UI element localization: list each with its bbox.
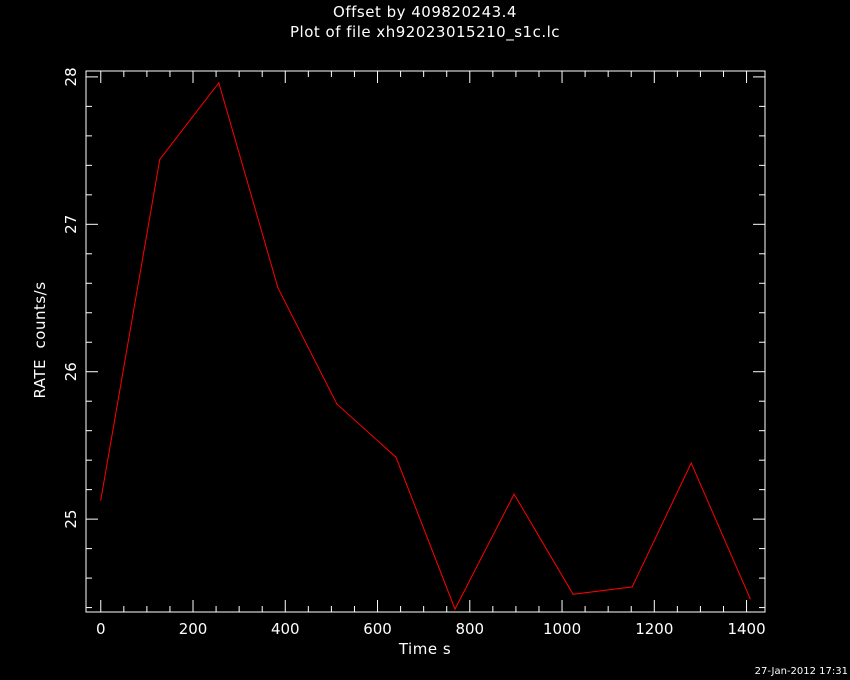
x-tick-label: 1000 [543,620,581,638]
rate-data-point [395,456,397,458]
rate-data-point [336,403,338,405]
x-tick-label: 400 [271,620,300,638]
rate-series-line [100,81,751,611]
chart-title: Offset by 409820243.4 [333,3,517,21]
y-tick-label: 25 [62,510,80,529]
x-tick-label: 800 [455,620,484,638]
y-axis-label: RATE counts/s [31,281,49,399]
rate-data-point [513,493,515,495]
rate-data-point [159,158,161,161]
y-tick-label: 26 [62,362,80,381]
rate-data-point [631,586,633,588]
rate-data-point [218,82,220,84]
y-tick-label: 27 [62,215,80,234]
rate-data-point [749,598,751,600]
x-tick-label: 200 [179,620,208,638]
chart-subtitle: Plot of file xh92023015210_s1c.lc [289,23,561,41]
x-tick-label: 0 [96,620,106,638]
rate-data-point [572,593,574,595]
rate-data-point [277,287,279,289]
x-axis-label: Time s [398,640,452,658]
rate-data-point [690,462,692,464]
y-tick-label: 28 [62,67,80,86]
timestamp: 27-Jan-2012 17:31 [754,666,848,677]
x-tick-label: 1400 [727,620,765,638]
rate-data-point [100,499,102,501]
plot-frame [85,70,766,613]
rate-data-point [454,608,456,610]
x-tick-label: 600 [363,620,392,638]
x-tick-label: 1200 [635,620,673,638]
